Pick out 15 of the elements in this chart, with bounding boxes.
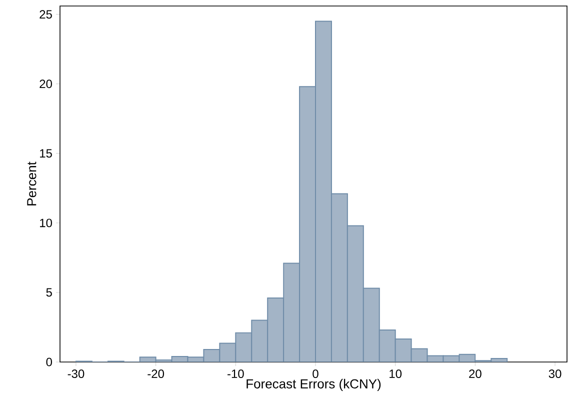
x-tick-label: 20 <box>469 370 482 378</box>
y-tick-label: 15 <box>40 149 52 158</box>
y-tick-label: 0 <box>46 358 52 366</box>
y-tick-label: 10 <box>40 218 52 228</box>
y-axis-title: Percent <box>27 162 36 206</box>
x-tick-label: -10 <box>228 370 244 378</box>
x-tick-label: -30 <box>68 370 84 378</box>
y-tick-label: 20 <box>40 80 52 88</box>
x-tick-label: 30 <box>548 370 562 378</box>
x-axis-title: Forecast Errors (kCNY) <box>246 378 381 392</box>
x-tick-label: 0 <box>312 370 318 378</box>
x-tick-label: -20 <box>148 370 164 378</box>
y-tick-label: 25 <box>40 10 52 19</box>
x-tick-label: 10 <box>390 370 402 378</box>
y-tick-label: 5 <box>46 288 52 297</box>
